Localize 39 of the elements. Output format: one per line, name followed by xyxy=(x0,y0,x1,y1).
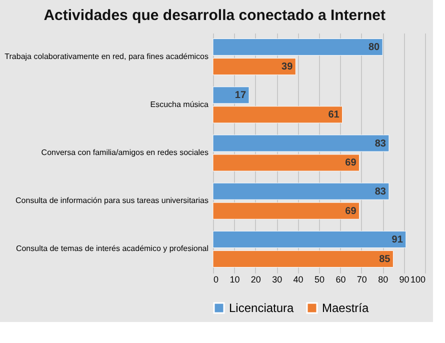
x-tick-label: 100 xyxy=(410,274,426,284)
data-label: 83 xyxy=(374,138,386,150)
bar xyxy=(212,86,250,104)
x-tick-label: 0 xyxy=(214,274,219,284)
legend-label: Licenciatura xyxy=(229,301,294,315)
data-label: 91 xyxy=(392,234,404,246)
y-tick-label: Consulta de temas de interés académico y profesional xyxy=(16,244,209,254)
bar xyxy=(212,154,360,172)
data-label: 39 xyxy=(282,62,294,73)
bar xyxy=(212,38,383,56)
bar xyxy=(212,134,390,152)
data-label: 80 xyxy=(368,42,380,54)
y-tick-label: Trabaja colaborativamente en red, para fines académicos xyxy=(4,52,208,61)
y-tick-label: Escucha música xyxy=(150,100,210,109)
bar xyxy=(212,182,390,200)
bar xyxy=(212,58,296,76)
data-label: 69 xyxy=(345,206,357,217)
data-label: 17 xyxy=(234,90,246,102)
data-label: 61 xyxy=(328,110,340,121)
x-tick-label: 30 xyxy=(272,274,282,284)
legend-label: Maestría xyxy=(322,301,370,315)
x-tick-label: 90 xyxy=(399,274,410,284)
x-tick-label: 40 xyxy=(293,274,304,284)
x-tick-label: 80 xyxy=(378,274,388,284)
chart-title: Actividades que desarrolla conectado a Internet xyxy=(44,7,386,24)
bar xyxy=(212,250,394,268)
y-tick-label: Consulta de información para sus tareas universitarias xyxy=(16,196,208,206)
bar xyxy=(212,230,406,248)
x-tick-label: 50 xyxy=(314,274,325,284)
bar xyxy=(212,106,343,124)
x-tick-label: 60 xyxy=(336,274,346,284)
x-tick-label: 10 xyxy=(230,274,240,284)
x-tick-label: 70 xyxy=(356,274,367,284)
bar xyxy=(212,202,360,220)
y-tick-label: Conversa con familia/amigos en redes sociales xyxy=(41,148,208,157)
data-label: 69 xyxy=(345,158,357,169)
x-tick-label: 20 xyxy=(250,274,261,284)
data-label: 83 xyxy=(374,186,386,198)
data-label: 85 xyxy=(379,254,391,265)
